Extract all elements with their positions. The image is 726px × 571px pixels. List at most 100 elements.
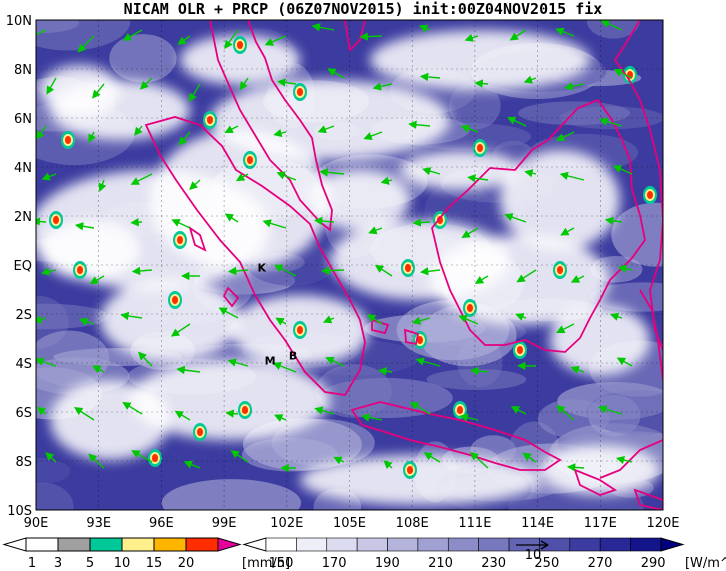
map-title: NICAM OLR + PRCP (06Z07NOV2015) init:00Z… (123, 0, 603, 18)
wind-arrow (560, 227, 575, 236)
wind-arrow (36, 125, 47, 140)
wind-arrow (46, 77, 57, 95)
precip-colorbar-unit: [mm/h] (242, 556, 290, 571)
wind-arrow (41, 172, 57, 181)
wind-arrow (322, 315, 335, 324)
wind-arrow (88, 453, 105, 469)
wind-arrow (422, 167, 441, 176)
wind-arrow (423, 452, 441, 463)
wind-arrow (570, 366, 585, 374)
longitude-tick-label: 108E (396, 516, 429, 531)
longitude-tick-label: 117E (584, 516, 617, 531)
wind-arrow (224, 29, 239, 50)
wind-arrow (230, 450, 249, 463)
precip-colorbar-segment (89, 537, 123, 552)
wind-arrow (262, 219, 287, 229)
station-label: B (289, 350, 297, 363)
wind-arrow (311, 23, 335, 32)
wind-arrow (360, 413, 383, 422)
coastline-malay-peninsula (209, 20, 333, 232)
olr-colorbar-segment (447, 537, 479, 552)
wind-arrow (616, 357, 633, 367)
precip-cell-core (467, 304, 473, 312)
longitude-tick-label: 120E (646, 516, 679, 531)
wind-arrow (189, 179, 201, 190)
cloud-region (210, 80, 450, 160)
wind-vector-layer (36, 20, 633, 473)
station-label: K (257, 261, 266, 274)
olr-colorbar-segment (356, 537, 388, 552)
precip-colorbar-segment (57, 537, 91, 552)
wind-arrow (467, 174, 489, 183)
precip-cell-core (242, 406, 248, 414)
wind-arrow (131, 450, 153, 463)
wind-arrow (559, 171, 585, 181)
precip-cell-core (237, 41, 243, 49)
latitude-tick-label: 4S (15, 357, 32, 372)
latitude-tick-label: 6S (15, 406, 32, 421)
precip-cell-core (247, 156, 253, 164)
wind-arrow (515, 312, 527, 321)
longitude-tick-label: 114E (521, 516, 554, 531)
olr-shade-patch (364, 314, 486, 343)
cloud-region (370, 30, 590, 90)
latitude-tick-label: 2N (14, 210, 32, 225)
olr-colorbar-segment (417, 537, 449, 552)
precip-colorbar-tick: 3 (54, 556, 62, 571)
olr-colorbar-tick: 170 (322, 556, 347, 571)
precip-colorbar-segment (25, 537, 59, 552)
longitude-labels: 90E 93E 96E 99E 102E 105E 108E 111E 114E 117E 120E (24, 516, 680, 531)
cloud-region (540, 445, 660, 495)
precip-colorbar-segment (121, 537, 155, 552)
latitude-tick-label: 10N (6, 14, 32, 29)
olr-shade-patch (586, 20, 641, 39)
wind-arrow (380, 176, 393, 185)
precip-cell-core (457, 406, 463, 414)
precip-cell-core (437, 216, 443, 224)
olr-shade-patch (36, 482, 74, 510)
wind-arrow (412, 218, 431, 227)
wind-arrow (178, 131, 191, 146)
precip-cell-core (417, 336, 423, 344)
wind-arrow (218, 307, 239, 319)
wind-arrow (89, 275, 105, 285)
cloud-region (150, 130, 330, 270)
wind-arrow (274, 264, 297, 277)
wind-arrow (36, 357, 57, 367)
olr-shade-patch (161, 479, 302, 510)
wind-arrow (183, 460, 201, 469)
coastline-sumatra (144, 116, 366, 396)
wind-arrow (460, 124, 479, 133)
precip-cell-core (197, 428, 203, 436)
precip-colorbar-tick: 15 (146, 556, 163, 571)
latitude-tick-label: 8S (15, 455, 32, 470)
wind-arrow (40, 267, 57, 276)
olr-shade-patch (36, 457, 71, 485)
wind-arrow (130, 173, 153, 185)
wind-arrow (319, 168, 345, 177)
wind-arrow (36, 406, 47, 416)
olr-colorbar-tick: 290 (641, 556, 666, 571)
wind-arrow (374, 264, 393, 277)
precip-cell-core (517, 346, 523, 354)
wind-arrow (225, 409, 239, 418)
wind-arrow (227, 266, 249, 276)
wind-arrow (617, 264, 633, 273)
coastline-sulawesi (599, 20, 663, 479)
precip-cell-core (407, 466, 413, 474)
olr-colorbar-min-cap (242, 537, 267, 552)
wind-arrow (556, 404, 575, 421)
precip-colorbar-segment (153, 537, 187, 552)
wind-arrow (275, 317, 287, 326)
cloud-region (50, 380, 170, 460)
wind-arrow (36, 217, 47, 226)
wind-arrow (122, 401, 143, 415)
wind-arrow (320, 266, 345, 275)
wind-arrow (464, 33, 479, 42)
olr-colorbar-tick: 150 (269, 556, 294, 571)
wind-arrow (45, 451, 57, 463)
wind-arrow (522, 452, 537, 463)
wind-arrow (313, 216, 335, 226)
wind-arrow (613, 68, 633, 79)
wind-arrow (235, 173, 249, 182)
